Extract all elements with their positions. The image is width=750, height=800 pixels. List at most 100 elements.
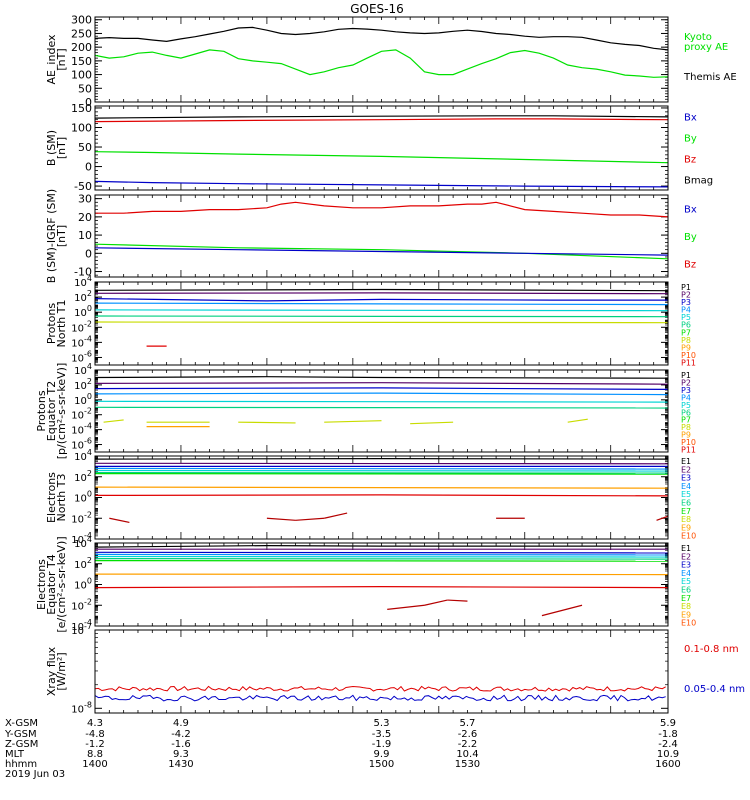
ephemeris-cell: -2.4	[658, 739, 678, 750]
channel-legend-label: E7	[681, 507, 691, 516]
tick-label: 100	[74, 392, 92, 407]
tick-exponent: -4	[84, 422, 92, 431]
y-axis-label: B (SM)-IGRF (SM)	[45, 189, 58, 283]
series-group	[95, 115, 668, 188]
channel-legend-label: P10	[681, 438, 696, 447]
channel-legend-label: E8	[681, 515, 691, 524]
ephemeris-row-label: hhmm	[5, 759, 37, 770]
legend-label: By	[684, 134, 697, 145]
tick-label: 100	[74, 577, 92, 592]
series-group	[95, 685, 666, 702]
panel-frame	[94, 455, 669, 540]
tick-exponent: -4	[84, 531, 92, 540]
series-group	[95, 288, 668, 347]
panel-frame	[94, 281, 669, 366]
channel-legend-label: P2	[681, 291, 691, 300]
tick-exponent: 2	[87, 556, 92, 565]
y-axis-label: B (SM)	[45, 130, 58, 166]
tick-label: 100	[74, 490, 92, 505]
channel-legend-label: P8	[681, 423, 691, 432]
channel-legend-label: P5	[681, 401, 691, 410]
tick-label: 300	[71, 14, 92, 27]
series-e6	[95, 557, 668, 560]
channel-legend-label: E3	[681, 561, 691, 570]
series-p7-segment	[410, 421, 454, 425]
series-bz	[95, 201, 668, 218]
channel-legend-label: E10	[681, 532, 696, 541]
ephemeris-cell: 9.3	[173, 749, 189, 760]
legend-label: Bx	[684, 113, 697, 124]
series-group	[95, 376, 668, 428]
tick-label: 0	[85, 247, 92, 260]
channel-legend-label: P2	[681, 378, 691, 387]
ephemeris-cell: 4.9	[173, 718, 189, 729]
series-e7	[95, 559, 668, 562]
ephemeris-cell: -4.2	[171, 729, 191, 740]
tick-exponent: 4	[87, 274, 92, 283]
channel-legend-label: P1	[681, 371, 691, 380]
tick-exponent: -4	[84, 618, 92, 627]
tick-label: 200	[71, 41, 92, 54]
series-e1	[95, 544, 668, 548]
tick-exponent: -2	[84, 319, 92, 328]
series-e8	[95, 573, 668, 576]
tick-label: 50	[78, 82, 92, 95]
plot-title: GOES-16	[350, 2, 404, 16]
ephemeris-row-label: Y-GSM	[4, 729, 37, 740]
tick-exponent: 0	[87, 304, 92, 313]
y-axis-label: Protons	[35, 390, 48, 431]
y-axis-label: [p/(cm²-s-sr-keV)]	[55, 363, 68, 460]
channel-legend-label: E7	[681, 594, 691, 603]
tick-exponent: -2	[84, 597, 92, 606]
tick-label: -10	[74, 266, 92, 279]
panel-bsm: 150 100 50 0 -50 B (SM)[nT] Bx By Bz Bmag	[45, 102, 713, 193]
y-axis-label: [nT]	[55, 137, 68, 159]
series-e10-segment	[447, 599, 468, 602]
series-bx	[95, 247, 668, 256]
tick-exponent: 4	[87, 535, 92, 544]
legend-label: Themis AE	[683, 72, 737, 83]
series-bmag	[95, 115, 668, 119]
series-e10-segment	[424, 599, 448, 606]
tick-exponent: 2	[87, 377, 92, 386]
tick-exponent: 2	[87, 289, 92, 298]
series-group	[95, 26, 668, 78]
ephemeris-cell: 1400	[82, 759, 107, 770]
series-e10-segment	[387, 604, 425, 610]
channel-legend-label: P9	[681, 431, 691, 440]
ephemeris-cell: 8.8	[87, 749, 103, 760]
ephemeris-cell: 5.7	[459, 718, 475, 729]
tick-label: 102	[74, 377, 92, 392]
tick-label: -50	[74, 180, 92, 193]
legend-label: Bz	[684, 259, 696, 270]
series-e3	[95, 551, 668, 554]
tick-label: 250	[71, 27, 92, 40]
tick-label: 102	[74, 469, 92, 484]
channel-legend-label: P10	[681, 351, 696, 360]
tick-label: 50	[78, 141, 92, 154]
tick-exponent: 4	[87, 362, 92, 371]
tick-label: 10-4	[71, 422, 92, 437]
panel-frame	[94, 369, 669, 453]
channel-legend-label: E4	[681, 569, 691, 578]
y-axis-label: [W/m²]	[55, 652, 68, 690]
channel-legend-label: P7	[681, 416, 691, 425]
tick-label: 100	[71, 69, 92, 82]
ephemeris-cell: 9.9	[374, 749, 390, 760]
channel-legend-label: E3	[681, 474, 691, 483]
channel-legend-label: P4	[681, 393, 691, 402]
ephemeris-cell: 5.3	[374, 718, 390, 729]
series-p6	[95, 315, 668, 318]
tick-label: 10-2	[71, 510, 92, 525]
tick-label: 10-8	[71, 700, 92, 715]
series-p7-segment	[238, 421, 296, 424]
panel-bigrf: 30 20 10 0 -10 B (SM)-IGRF (SM)[nT] Bx By Bz	[45, 189, 697, 283]
ephemeris-row-label: X-GSM	[5, 718, 38, 729]
channel-legend-label: P6	[681, 408, 691, 417]
channel-legend-label: E9	[681, 610, 691, 619]
